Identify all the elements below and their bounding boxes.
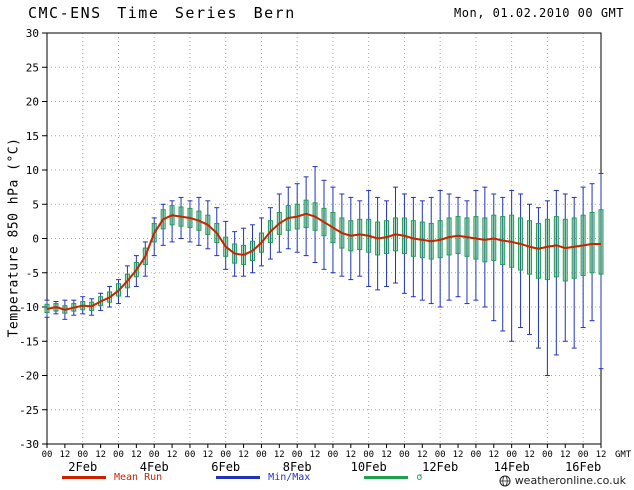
- svg-text:14Feb: 14Feb: [494, 460, 530, 474]
- svg-text:20: 20: [26, 96, 39, 109]
- svg-text:00: 00: [328, 450, 339, 460]
- svg-text:25: 25: [26, 61, 39, 74]
- svg-text:12: 12: [453, 450, 464, 460]
- svg-text:00: 00: [470, 450, 481, 460]
- svg-text:12: 12: [345, 450, 356, 460]
- run-datetime: Mon, 01.02.2010 00 GMT: [454, 6, 624, 20]
- svg-text:00: 00: [506, 450, 517, 460]
- svg-text:00: 00: [435, 450, 446, 460]
- legend-label-minmax: Min/Max: [268, 472, 311, 483]
- svg-text:16Feb: 16Feb: [565, 460, 601, 474]
- svg-text:0: 0: [32, 233, 39, 246]
- svg-text:00: 00: [113, 450, 124, 460]
- legend-label-mean-run: Mean Run: [114, 472, 163, 483]
- svg-text:12: 12: [274, 450, 285, 460]
- svg-text:12: 12: [59, 450, 70, 460]
- svg-text:4Feb: 4Feb: [140, 460, 169, 474]
- svg-text:00: 00: [42, 450, 53, 460]
- svg-text:12: 12: [596, 450, 607, 460]
- svg-text:12: 12: [560, 450, 571, 460]
- svg-text:-10: -10: [19, 301, 39, 314]
- legend-item-sigma: σ: [364, 472, 422, 483]
- sigma-swatch: [364, 476, 409, 479]
- svg-text:12: 12: [238, 450, 249, 460]
- svg-text:8Feb: 8Feb: [283, 460, 312, 474]
- watermark-text: weatheronline.co.uk: [514, 474, 626, 487]
- svg-text:2Feb: 2Feb: [68, 460, 97, 474]
- legend-item-minmax: Min/Max: [216, 472, 310, 483]
- mean-run-layer: [46, 212, 601, 311]
- svg-text:6Feb: 6Feb: [211, 460, 240, 474]
- svg-text:00: 00: [542, 450, 553, 460]
- mean-run-line: [46, 212, 601, 311]
- svg-text:12: 12: [488, 450, 499, 460]
- svg-text:00: 00: [77, 450, 88, 460]
- svg-text:00: 00: [363, 450, 374, 460]
- svg-text:12: 12: [310, 450, 321, 460]
- watermark: weatheronline.co.uk: [499, 474, 626, 487]
- svg-text:12: 12: [381, 450, 392, 460]
- minmax-swatch: [216, 476, 261, 479]
- legend-label-sigma: σ: [416, 472, 423, 483]
- svg-text:00: 00: [292, 450, 303, 460]
- svg-text:GMT: GMT: [615, 450, 632, 460]
- svg-text:-5: -5: [26, 267, 39, 280]
- minmax-layer: [44, 166, 604, 376]
- svg-text:00: 00: [220, 450, 231, 460]
- grid-layer: [47, 33, 601, 444]
- svg-text:12: 12: [524, 450, 535, 460]
- svg-text:5: 5: [32, 198, 39, 211]
- svg-text:-30: -30: [19, 438, 39, 451]
- svg-text:12: 12: [202, 450, 213, 460]
- svg-text:-15: -15: [19, 335, 39, 348]
- svg-text:30: 30: [26, 27, 39, 40]
- globe-icon: [499, 475, 511, 487]
- svg-text:12Feb: 12Feb: [422, 460, 458, 474]
- svg-text:12: 12: [167, 450, 178, 460]
- svg-text:-20: -20: [19, 370, 39, 383]
- svg-text:10: 10: [26, 164, 39, 177]
- svg-text:00: 00: [399, 450, 410, 460]
- svg-text:15: 15: [26, 130, 39, 143]
- svg-text:10Feb: 10Feb: [351, 460, 387, 474]
- svg-text:00: 00: [149, 450, 160, 460]
- legend: Mean Run Min/Max σ: [62, 472, 462, 483]
- chart-title: CMC-ENS Time Series Bern: [28, 4, 296, 22]
- svg-text:00: 00: [578, 450, 589, 460]
- svg-text:12: 12: [131, 450, 142, 460]
- mean-run-swatch: [62, 476, 106, 479]
- legend-item-mean-run: Mean Run: [62, 472, 162, 483]
- svg-text:00: 00: [256, 450, 267, 460]
- svg-text:12: 12: [95, 450, 106, 460]
- svg-text:-25: -25: [19, 404, 39, 417]
- svg-text:00: 00: [185, 450, 196, 460]
- svg-text:12: 12: [417, 450, 428, 460]
